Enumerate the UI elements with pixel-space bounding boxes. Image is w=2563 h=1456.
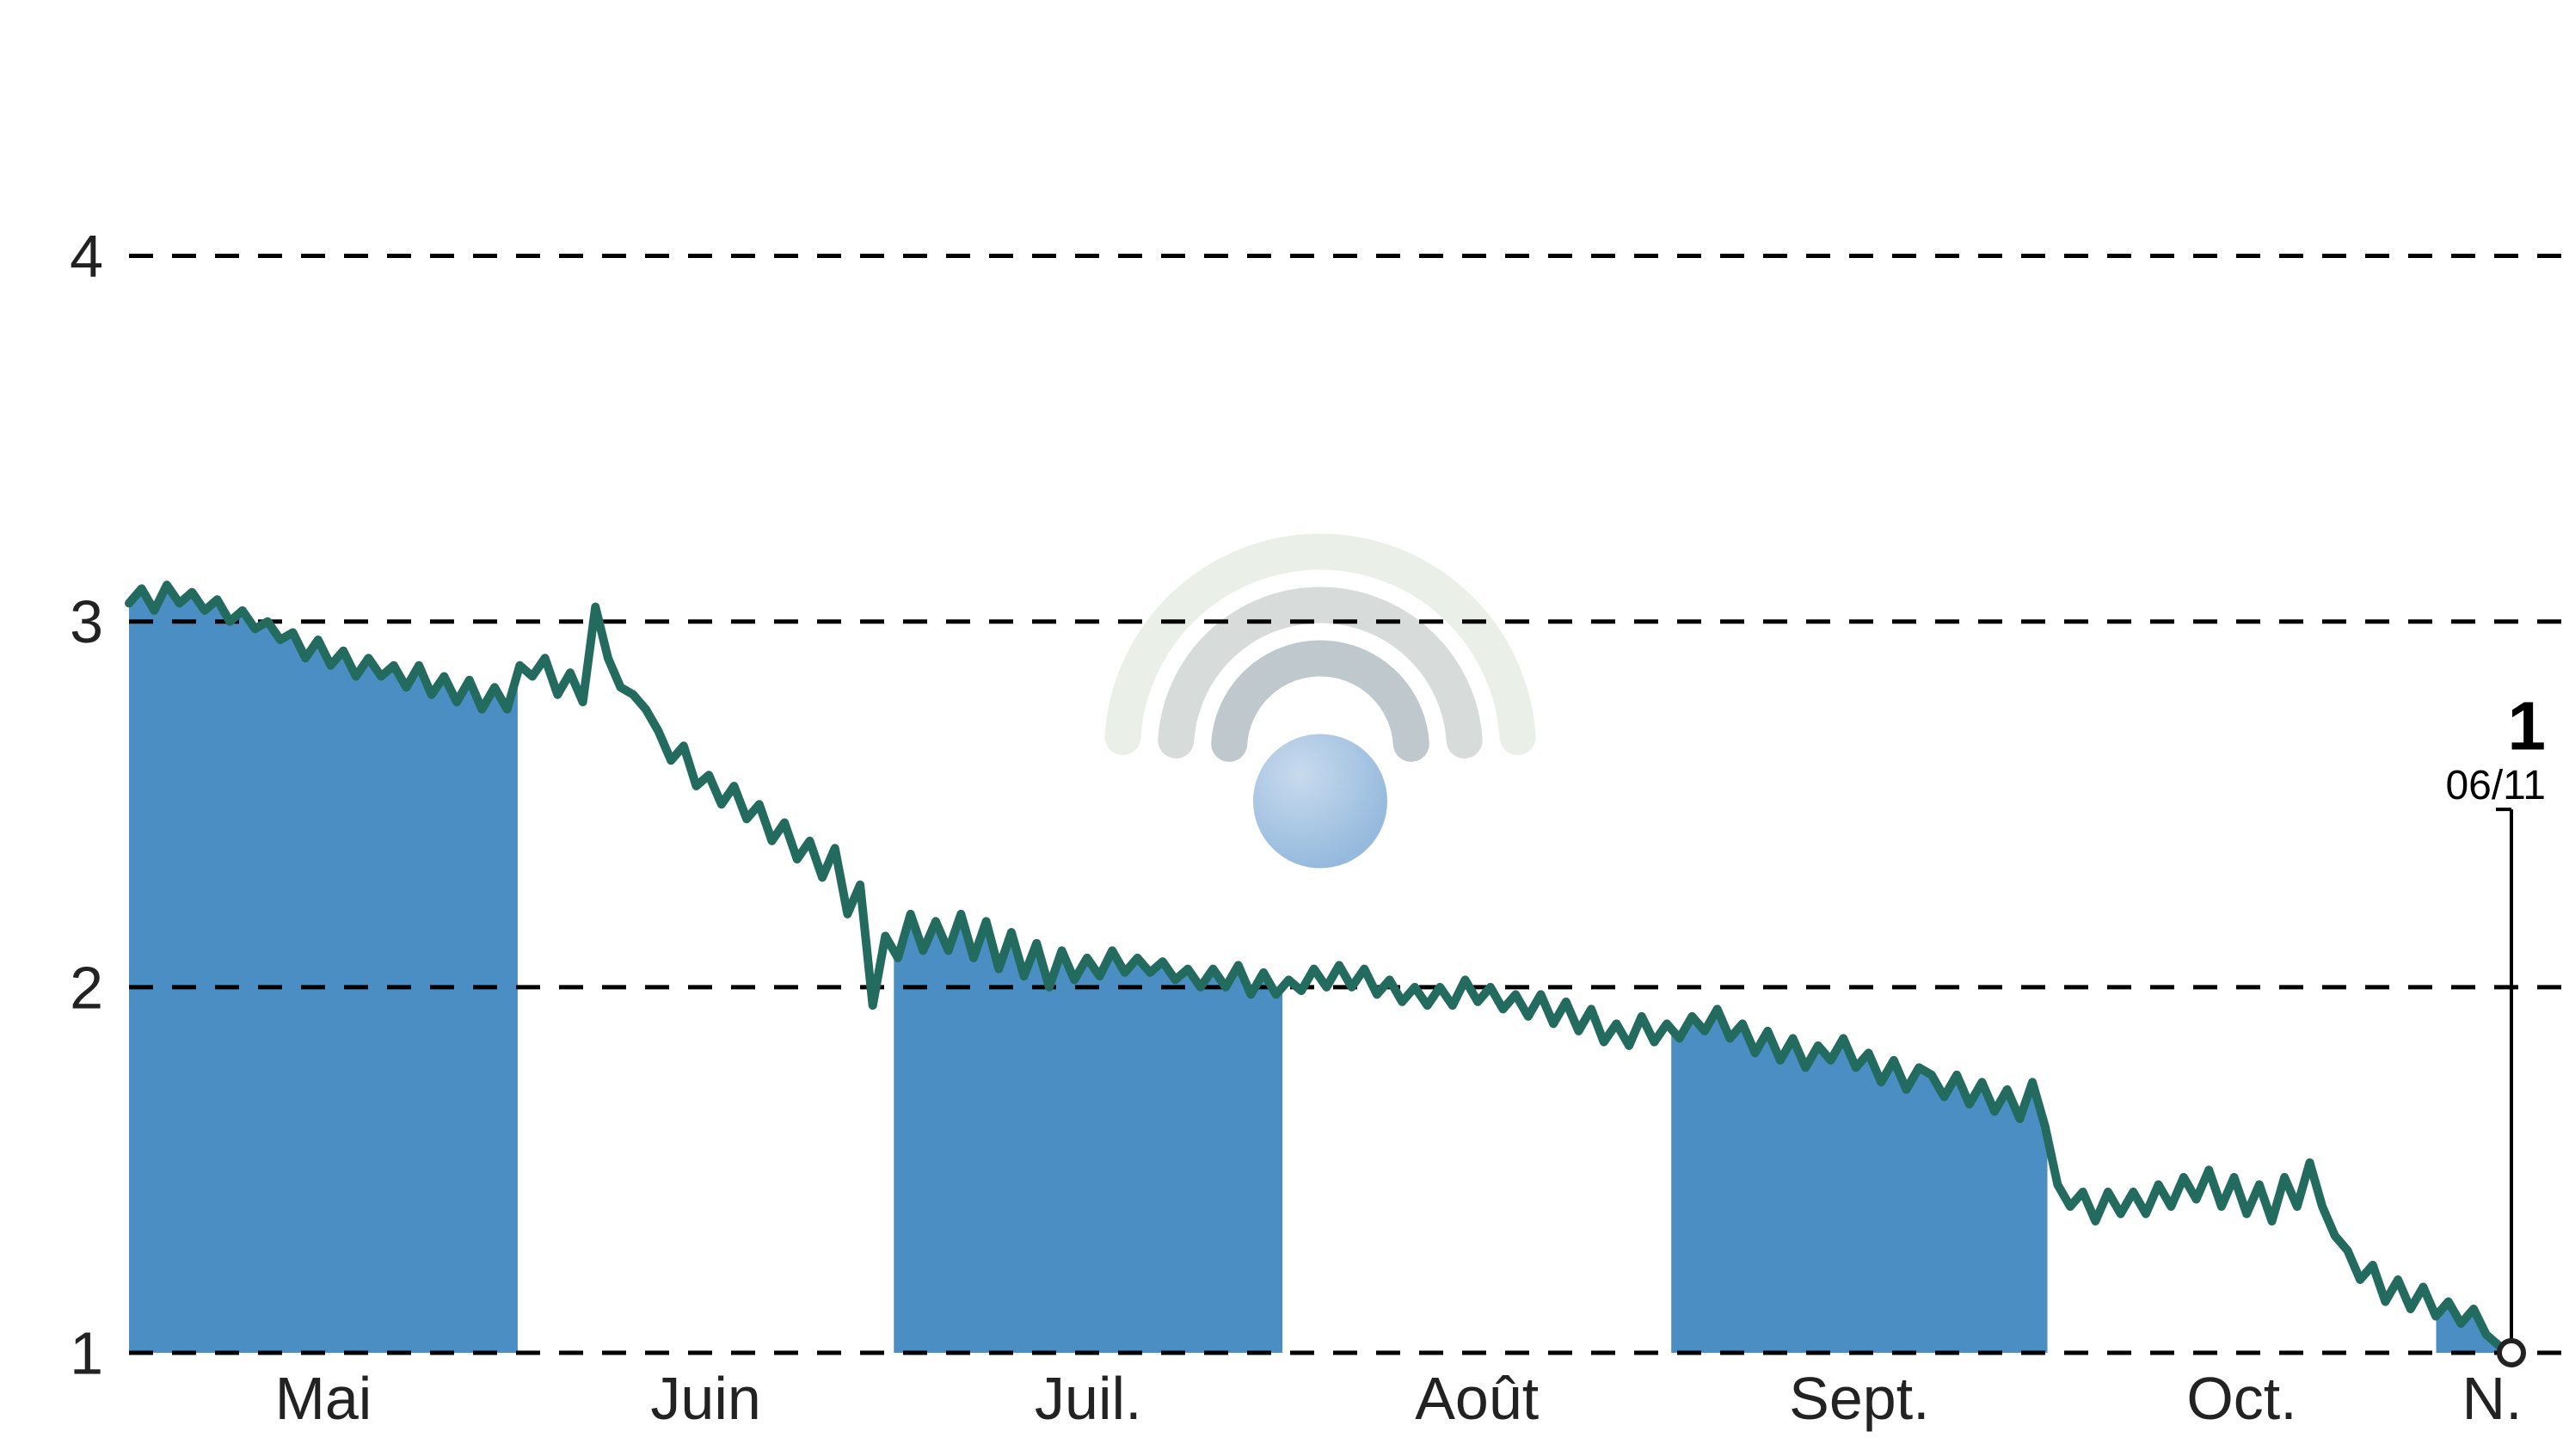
y-tick-label: 3	[70, 588, 103, 655]
x-tick-label: Oct.	[2186, 1365, 2296, 1432]
chart-container: DONTNOD 1234MaiJuinJuil.AoûtSept.Oct.N.1…	[0, 0, 2563, 1456]
x-tick-label: Août	[1415, 1365, 1539, 1432]
last-point-marker	[2499, 1341, 2523, 1365]
y-tick-label: 4	[70, 223, 103, 290]
y-tick-label: 1	[70, 1320, 103, 1387]
last-date-label: 06/11	[2445, 763, 2546, 808]
x-tick-label: N.	[2462, 1365, 2523, 1432]
x-tick-label: Sept.	[1789, 1365, 1929, 1432]
x-tick-label: Juil.	[1035, 1365, 1141, 1432]
y-tick-label: 2	[70, 954, 103, 1021]
x-tick-label: Mai	[275, 1365, 372, 1432]
last-value-label: 1	[2508, 688, 2547, 765]
chart-area: 1234MaiJuinJuil.AoûtSept.Oct.N.106/11	[0, 0, 2563, 1456]
x-tick-label: Juin	[650, 1365, 760, 1432]
chart-svg: 1234MaiJuinJuil.AoûtSept.Oct.N.106/11	[0, 0, 2563, 1456]
